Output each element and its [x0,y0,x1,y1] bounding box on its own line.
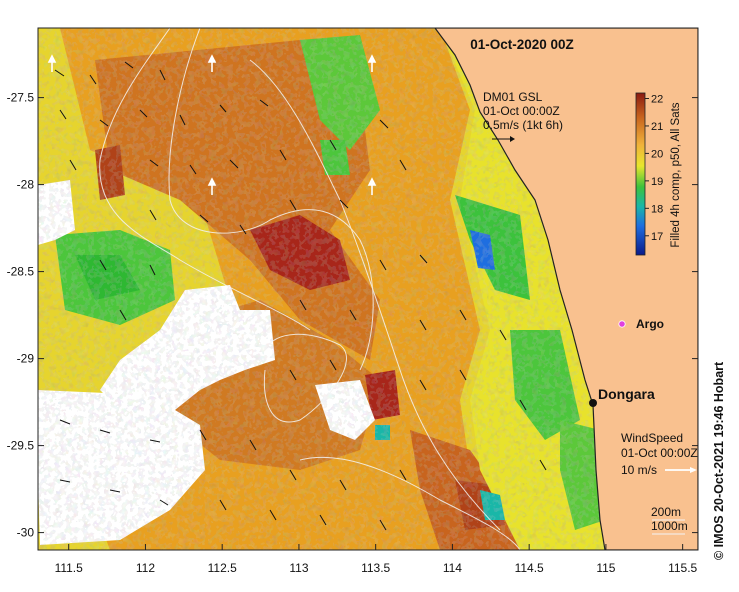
y-tick-label: -28 [17,178,35,192]
town-dot-icon [589,399,597,407]
current-legend: DM01 GSL 01-Oct 00:00Z 0.5m/s (1kt 6h) [483,90,563,142]
isobath-contours [99,28,521,550]
colorbar: 22 21 20 19 18 17 Filled 4h comp, p50, All Sa… [635,92,682,256]
wind-vectors [47,54,377,195]
wind-legend-scale: 10 m/s [621,463,657,477]
x-tick-label: 112 [136,561,155,575]
wind-legend: WindSpeed 01-Oct 00:00Z 10 m/s [621,431,698,477]
x-tick-label: 112.5 [208,561,237,575]
colorbar-tick-label: 19 [651,176,663,188]
isobath-200-label: 200m [651,505,681,519]
isobath-legend: 200m 1000m [651,505,688,535]
x-tick-label: 113.5 [361,561,390,575]
y-tick-label: -27.5 [7,91,35,105]
y-tick-label: -29 [17,352,35,366]
colorbar-tick-label: 21 [651,121,663,133]
x-axis: 111.5 112 112.5 113 113.5 114 114.5 115 115.5 [55,544,698,575]
isobath-1000-label: 1000m [651,519,688,533]
colorbar-label: Filled 4h comp, p50, All Sats [670,102,682,247]
land-mass [434,28,698,550]
argo-marker: Argo [618,317,664,331]
x-tick-label: 114 [443,561,462,575]
colorbar-tick-label: 20 [651,148,663,160]
credit-text: © IMOS 20-Oct-2021 19:46 Hobart [712,361,726,560]
x-tick-label: 113 [289,561,308,575]
wind-legend-time: 01-Oct 00:00Z [621,446,698,460]
x-tick-label: 115.5 [668,561,697,575]
y-tick-label: -28.5 [7,265,35,279]
plot-frame [37,27,699,551]
map-title: 01-Oct-2020 00Z [470,37,574,52]
sst-field [38,28,698,550]
colorbar-tick-label: 22 [651,93,663,105]
x-tick-label: 111.5 [55,561,84,575]
current-vectors [54,61,547,531]
argo-label: Argo [636,317,664,331]
x-tick-label: 114.5 [515,561,544,575]
current-legend-time: 01-Oct 00:00Z [483,104,560,118]
colorbar-gradient [635,92,646,256]
dongara-label: Dongara [598,386,655,402]
dongara-marker: Dongara [589,386,655,407]
current-legend-name: DM01 GSL [483,90,543,104]
colorbar-tick-label: 18 [651,203,663,215]
y-tick-label: -29.5 [7,439,35,453]
colorbar-tick-label: 17 [651,231,663,243]
y-tick-label: -30 [17,526,35,540]
y-axis: -27.5 -28 -28.5 -29 -29.5 -30 [7,91,698,540]
x-tick-label: 115 [596,561,615,575]
wind-legend-name: WindSpeed [621,431,683,445]
current-legend-scale: 0.5m/s (1kt 6h) [483,118,563,132]
argo-float-icon [618,320,626,328]
